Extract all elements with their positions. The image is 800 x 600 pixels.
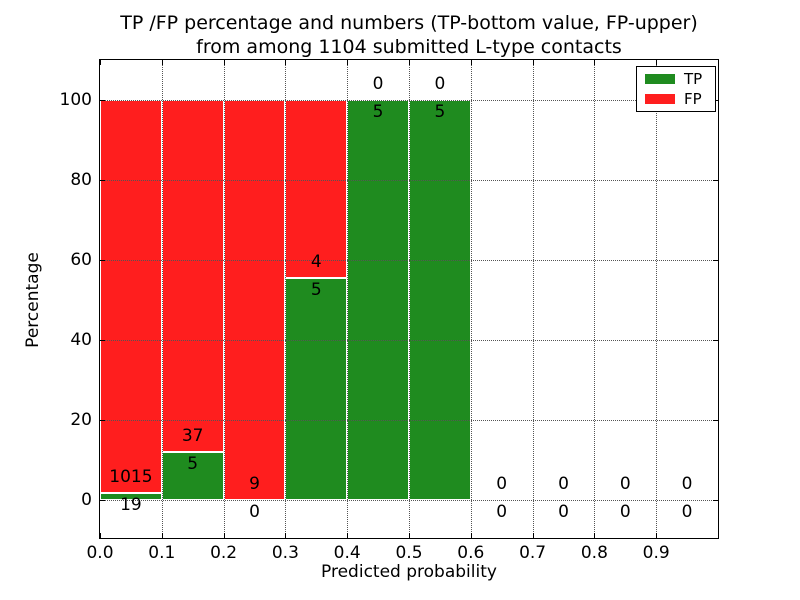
- fp-count-label: 0: [619, 474, 631, 494]
- chart-title-line2: from among 1104 submitted L-type contact…: [196, 36, 622, 58]
- fp-count-label: 0: [496, 474, 508, 494]
- gridline-vertical: [656, 60, 658, 538]
- x-tick-label: 0.3: [271, 543, 299, 563]
- x-tick-mark: [409, 60, 410, 65]
- y-tick-label: 80: [70, 170, 92, 190]
- tp-bar-segment: [285, 277, 348, 500]
- tp-count-label: 19: [120, 494, 142, 515]
- gridline-vertical: [161, 60, 163, 538]
- y-tick-mark: [713, 340, 718, 341]
- x-tick-mark: [594, 533, 596, 538]
- gridline-vertical: [347, 60, 349, 538]
- tp-bar-segment: [409, 100, 471, 500]
- x-tick-mark: [223, 60, 225, 65]
- x-tick-label: 0.7: [519, 543, 547, 563]
- x-tick-mark: [100, 60, 101, 65]
- tp-count-label: 0: [496, 502, 508, 522]
- y-tick-mark: [100, 500, 105, 501]
- x-tick-mark: [532, 533, 534, 538]
- tp-count-label: 0: [619, 502, 631, 522]
- y-tick-mark: [713, 260, 718, 261]
- tp-count-label: 5: [310, 279, 322, 300]
- x-tick-mark: [656, 60, 658, 65]
- x-tick-mark: [347, 60, 349, 65]
- tp-count-label: 0: [681, 502, 693, 522]
- tp-color-swatch: [645, 74, 675, 85]
- gridline-vertical: [409, 60, 410, 538]
- legend-label-fp: FP: [684, 89, 702, 108]
- gridline-vertical: [532, 60, 534, 538]
- tp-bar-segment: [161, 452, 224, 500]
- fp-bar-segment: [223, 100, 286, 500]
- y-tick-mark: [100, 180, 105, 181]
- y-tick-label: 40: [70, 330, 92, 350]
- y-axis-label: Percentage: [23, 252, 43, 348]
- tp-bar-segment: [100, 492, 162, 500]
- fp-count-label: 37: [181, 426, 204, 447]
- x-tick-mark: [470, 60, 472, 65]
- x-tick-mark: [656, 533, 658, 538]
- x-tick-label: 0.5: [395, 543, 423, 563]
- gridline-vertical: [594, 60, 596, 538]
- legend-label-tp: TP: [684, 70, 703, 89]
- fp-bar-segment: [100, 100, 162, 493]
- fp-count-label: 0: [434, 74, 446, 94]
- fp-count-label: 0: [372, 74, 384, 94]
- x-tick-label: 0.8: [580, 543, 608, 563]
- legend-item-fp: FP: [645, 90, 707, 108]
- fp-count-label: 0: [681, 474, 693, 494]
- y-tick-label: 20: [70, 410, 92, 430]
- x-axis-label: Predicted probability: [321, 562, 497, 582]
- y-tick-label: 60: [70, 250, 92, 270]
- x-tick-mark: [285, 533, 287, 538]
- chart-title: TP /FP percentage and numbers (TP-bottom…: [100, 11, 718, 59]
- fp-count-label: 9: [249, 474, 260, 494]
- x-tick-label: 0.2: [210, 543, 238, 563]
- y-tick-mark: [100, 340, 105, 341]
- x-tick-label: 0.1: [148, 543, 176, 563]
- tp-count-label: 0: [249, 502, 260, 522]
- x-tick-mark: [347, 533, 349, 538]
- y-tick-label: 0: [81, 490, 92, 510]
- x-tick-label: 0.6: [457, 543, 485, 563]
- x-tick-mark: [223, 533, 225, 538]
- tp-count-label: 5: [187, 454, 199, 475]
- x-tick-mark: [161, 60, 163, 65]
- legend-item-tp: TP: [645, 70, 707, 88]
- gridline-vertical: [223, 60, 225, 538]
- y-tick-mark: [100, 260, 105, 261]
- x-tick-label: 0.0: [86, 543, 114, 563]
- x-tick-mark: [100, 533, 101, 538]
- legend: TP FP: [636, 66, 716, 112]
- tp-count-label: 0: [558, 502, 569, 522]
- y-tick-mark: [713, 500, 718, 501]
- fp-bar-segment: [161, 100, 224, 453]
- fp-count-label: 0: [558, 474, 569, 494]
- fp-count-label: 1015: [109, 466, 153, 487]
- fp-count-label: 4: [310, 251, 322, 272]
- tp-count-label: 5: [372, 102, 384, 122]
- x-tick-mark: [594, 60, 596, 65]
- y-tick-mark: [100, 100, 105, 101]
- x-tick-mark: [161, 533, 163, 538]
- fp-color-swatch: [645, 93, 675, 104]
- x-tick-mark: [409, 533, 410, 538]
- x-tick-label: 0.9: [642, 543, 670, 563]
- gridline-vertical: [470, 60, 472, 538]
- x-tick-label: 0.4: [333, 543, 361, 563]
- fp-bar-segment: [285, 100, 348, 278]
- x-tick-mark: [470, 533, 472, 538]
- tp-bar-segment: [347, 100, 409, 500]
- y-tick-mark: [713, 180, 718, 181]
- x-tick-mark: [285, 60, 287, 65]
- x-tick-mark: [532, 60, 534, 65]
- gridline-vertical: [285, 60, 287, 538]
- tp-count-label: 5: [434, 102, 446, 122]
- plot-area: TP FP 1015 19 37 5 9 0 4 5 0 5 0 5 0 0 0 0 0 0 0 0: [99, 59, 719, 539]
- y-tick-label: 100: [59, 90, 92, 110]
- chart-title-line1: TP /FP percentage and numbers (TP-bottom…: [120, 12, 698, 34]
- y-tick-mark: [713, 420, 718, 421]
- y-tick-mark: [100, 420, 105, 421]
